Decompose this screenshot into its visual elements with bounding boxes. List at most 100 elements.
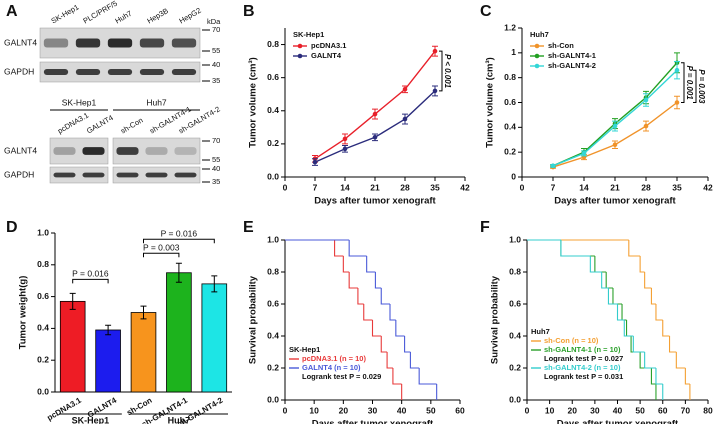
legend-label: sh-GALNT4-1 (n = 10) (544, 345, 621, 354)
survival-step (626, 320, 632, 337)
survival-step (632, 336, 645, 353)
y-axis-label: Tumor volume (cm³) (485, 57, 496, 148)
x-tick-label: 35 (672, 182, 682, 192)
blot-band (171, 69, 197, 75)
blot-band (116, 147, 139, 155)
marker (342, 136, 348, 142)
x-tick-label: 70 (681, 405, 691, 415)
error-bar (211, 275, 218, 293)
blot-band (174, 172, 197, 178)
kda-label: 40 (212, 164, 220, 173)
survival-step (655, 304, 663, 321)
survival-step (380, 288, 390, 305)
x-tick-label: 21 (610, 182, 620, 192)
survival-step (628, 240, 641, 257)
y-tick-label: 0.8 (509, 266, 521, 276)
x-tick-label: 40 (613, 405, 623, 415)
y-tick-label: 1 (511, 47, 516, 57)
marker (674, 67, 680, 73)
lane-label: Hep3B (145, 6, 169, 25)
y-axis-label: Survival probability (248, 275, 259, 364)
legend-label: sh-Con (n = 10) (544, 336, 599, 345)
kda-label: 70 (212, 136, 220, 145)
panel-letter: F (480, 219, 490, 236)
lane-label: sh-Con (119, 116, 144, 136)
line (552, 62, 678, 167)
y-tick-label: 1.2 (504, 22, 516, 32)
marker (372, 134, 378, 140)
x-tick-label: 42 (460, 182, 470, 192)
bar (130, 312, 157, 393)
blot-band (107, 69, 133, 75)
blot-band (145, 172, 168, 178)
blot-band (53, 172, 76, 178)
survival-step (371, 320, 382, 337)
kda-label: 55 (212, 46, 220, 55)
x-tick-label: 30 (590, 405, 600, 415)
x-tick-label: 0 (525, 405, 530, 415)
y-tick-label: 0.0 (267, 171, 279, 181)
y-tick-label: 0.4 (504, 122, 516, 132)
x-axis-label: Days after tumor xenograft (557, 419, 679, 424)
survival-step (644, 272, 652, 289)
x-tick-label: 28 (400, 182, 410, 192)
marker (643, 97, 649, 103)
y-tick-label: 0.0 (509, 394, 521, 404)
kda-label: 55 (212, 155, 220, 164)
y-tick-label: 0.4 (37, 323, 49, 333)
blot-band (53, 147, 76, 155)
x-tick-label: 60 (455, 405, 465, 415)
blot-band (82, 172, 105, 178)
x-tick-label: 10 (309, 405, 319, 415)
marker (402, 86, 408, 92)
blot-band (139, 38, 165, 48)
survival-step (342, 256, 350, 273)
survival-step (605, 272, 613, 289)
row-label: GALNT4 (4, 37, 37, 47)
x-tick-label: 14 (340, 182, 350, 192)
survival-step (616, 304, 625, 321)
panel-letter: A (6, 3, 18, 20)
line (314, 50, 436, 160)
survival-step (404, 336, 411, 353)
kda-label: 70 (212, 25, 220, 34)
blot-band (171, 38, 197, 48)
x-tick-label: 0 (283, 405, 288, 415)
survival-step (348, 272, 358, 289)
y-tick-label: 0.8 (267, 39, 279, 49)
y-tick-label: 0.2 (267, 138, 279, 148)
annotation: P = 0.001 (685, 66, 694, 101)
x-tick-label: 35 (430, 182, 440, 192)
group-label: SK-Hep1 (62, 97, 97, 107)
legend-title: Huh7 (531, 327, 550, 336)
kda-label: 35 (212, 76, 220, 85)
marker (550, 163, 556, 169)
x-axis-label: Days after tumor xenograft (314, 196, 436, 207)
y-tick-label: 0.2 (37, 354, 49, 364)
group-label: SK-Hep1 (72, 415, 110, 424)
lane-label: pcDNA3.1 (56, 111, 90, 136)
x-tick-label: 0 (283, 182, 288, 192)
survival-step (684, 368, 690, 385)
legend-note: Logrank test P = 0.029 (302, 372, 381, 381)
x-tick-label: 60 (658, 405, 668, 415)
kda-label: 35 (212, 177, 220, 186)
survival-step (392, 368, 402, 385)
bracket (143, 238, 215, 244)
panel-letter: D (6, 219, 18, 236)
y-tick-label: 0.6 (267, 72, 279, 82)
blot-band (43, 38, 69, 48)
legend-marker (297, 43, 303, 49)
legend-label: GALNT4 (n = 10) (302, 363, 361, 372)
survival-step (366, 256, 376, 273)
row-label: GAPDH (4, 169, 34, 179)
survival-step (650, 288, 656, 305)
marker (312, 159, 318, 165)
bracket (439, 50, 443, 92)
group-label: Huh7 (146, 97, 167, 107)
error-bar (69, 292, 76, 310)
legend-title: SK-Hep1 (289, 345, 320, 354)
x-tick-label: 7 (313, 182, 318, 192)
x-axis-label: Days after tumor xenograft (554, 196, 676, 207)
survival-step (348, 240, 367, 257)
